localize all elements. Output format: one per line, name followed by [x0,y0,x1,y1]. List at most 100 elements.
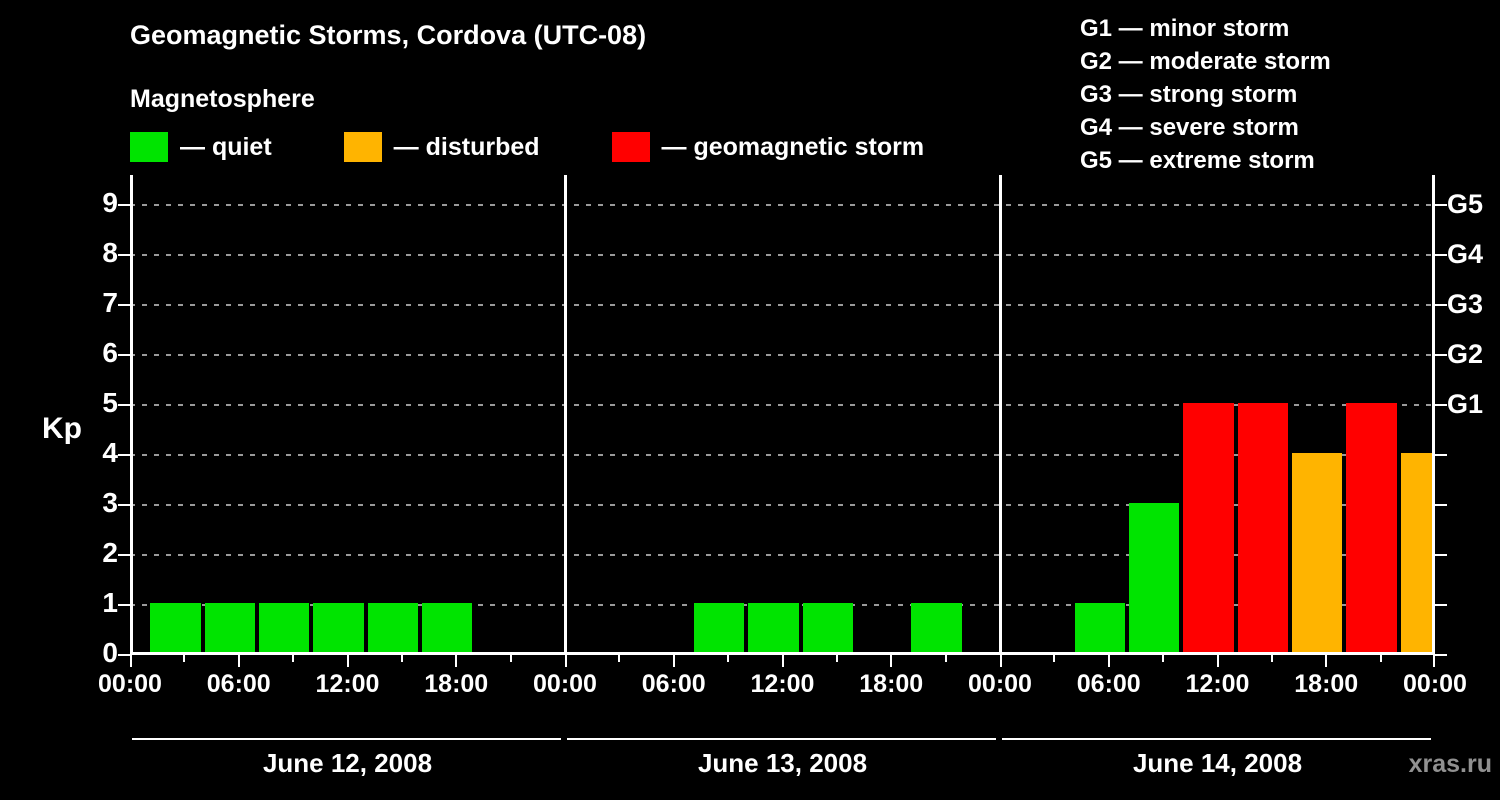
date-underline [132,738,561,740]
y-axis-tick [118,404,130,406]
kp-bar [1074,603,1125,653]
panel-divider [563,175,567,655]
plot-area [118,175,1447,667]
kp-bar [1128,503,1180,653]
gridline [130,254,1435,256]
x-axis-tick [1053,655,1056,662]
x-axis-tick [618,655,621,662]
kp-bar [802,603,853,653]
gridline [130,454,1435,456]
x-axis-tick [1270,655,1273,662]
panel-divider [998,175,1002,655]
right-axis-tick [1435,354,1447,356]
x-axis-tick [509,655,512,662]
gridline [130,204,1435,206]
x-tick-label: 18:00 [859,670,924,698]
gridline [130,354,1435,356]
x-axis-tick [346,655,349,667]
legend-label-storm: — geomagnetic storm [661,132,925,161]
storm-scale-legend: G1 — minor storm G2 — moderate storm G3 — … [1080,12,1331,177]
x-axis-tick [835,655,838,662]
x-axis-tick [183,655,186,662]
x-tick-label: 00:00 [98,670,162,698]
date-label: June 14, 2008 [1132,748,1303,778]
x-tick-label: 12:00 [1185,670,1250,698]
y-axis-tick [118,654,130,656]
x-tick-label: 00:00 [1403,670,1467,698]
y-tick-label: 9 [102,187,118,218]
kp-bar [313,603,364,653]
storm-scale-item: G3 — strong storm [1080,81,1298,108]
x-axis-tick [1000,655,1002,667]
x-axis-tick [672,655,675,667]
right-axis-tick [1435,504,1447,506]
storm-scale-item: G1 — minor storm [1080,15,1290,42]
x-axis-tick [565,655,567,667]
right-axis-tick [1435,454,1447,456]
x-axis-tick [237,655,240,667]
date-underline [1002,738,1431,740]
g-scale-label: G4 [1447,239,1484,269]
quiet-swatch [130,132,168,162]
y-axis-label: Kp [42,412,82,445]
y-axis-tick [118,254,130,256]
y-tick-label: 2 [102,537,118,568]
right-axis-tick [1435,604,1447,606]
right-axis-tick [1435,404,1447,406]
x-tick-label: 18:00 [1294,670,1359,698]
chart-title: Geomagnetic Storms, Cordova (UTC-08) [130,20,647,50]
x-tick-label: 00:00 [968,670,1032,698]
legend-item-quiet: — quiet [130,132,272,162]
right-axis-tick [1435,554,1447,556]
date-label: June 13, 2008 [697,748,868,778]
g-scale-label: G1 [1447,389,1484,419]
x-axis-tick [781,655,784,667]
x-axis-tick [292,655,295,662]
right-axis-tick [1435,304,1447,306]
y-tick-label: 6 [102,337,118,368]
right-axis-tick [1435,654,1447,656]
disturbed-swatch [343,132,382,162]
y-tick-label: 0 [102,637,118,668]
y-axis-tick [118,204,130,206]
x-tick-label: 06:00 [206,670,271,698]
legend-item-storm: — geomagnetic storm [611,132,925,162]
legend-label-disturbed: — disturbed [393,132,540,161]
x-tick-label: 06:00 [1076,670,1141,698]
watermark: xras.ru [1408,750,1492,778]
kp-bar [1237,403,1288,653]
y-axis-tick [118,504,130,506]
gridline [130,404,1435,406]
x-axis-tick [1162,655,1165,662]
right-axis-tick [1435,254,1447,256]
magnetosphere-legend: — quiet — disturbed — geomagnetic storm [130,132,924,162]
y-tick-label: 7 [102,287,118,318]
kp-bar [258,603,310,653]
x-tick-label: 12:00 [750,670,815,698]
y-axis-tick [118,554,130,556]
legend-label-quiet: — quiet [180,132,272,161]
kp-bar [748,603,799,653]
g-scale-label: G3 [1447,289,1484,319]
kp-bar [204,603,255,653]
x-axis-line [130,652,1435,655]
gridline [130,504,1435,506]
x-axis-tick [130,655,132,667]
kp-bar [1346,403,1397,653]
gridline [130,554,1435,556]
y-tick-label: 3 [102,487,118,518]
x-axis-tick [944,655,947,662]
date-underline [567,738,996,740]
kp-bar [1400,453,1435,653]
y-axis-tick [118,604,130,606]
legend-heading: Magnetosphere [130,85,315,113]
x-axis-tick [1379,655,1382,662]
y-axis-tick [118,454,130,456]
right-axis-tick [1435,204,1447,206]
storm-scale-item: G5 — extreme storm [1080,147,1315,174]
x-tick-label: 18:00 [424,670,489,698]
g-scale-label: G2 [1447,339,1484,369]
x-tick-label: 00:00 [533,670,597,698]
storm-scale-item: G2 — moderate storm [1080,48,1331,75]
